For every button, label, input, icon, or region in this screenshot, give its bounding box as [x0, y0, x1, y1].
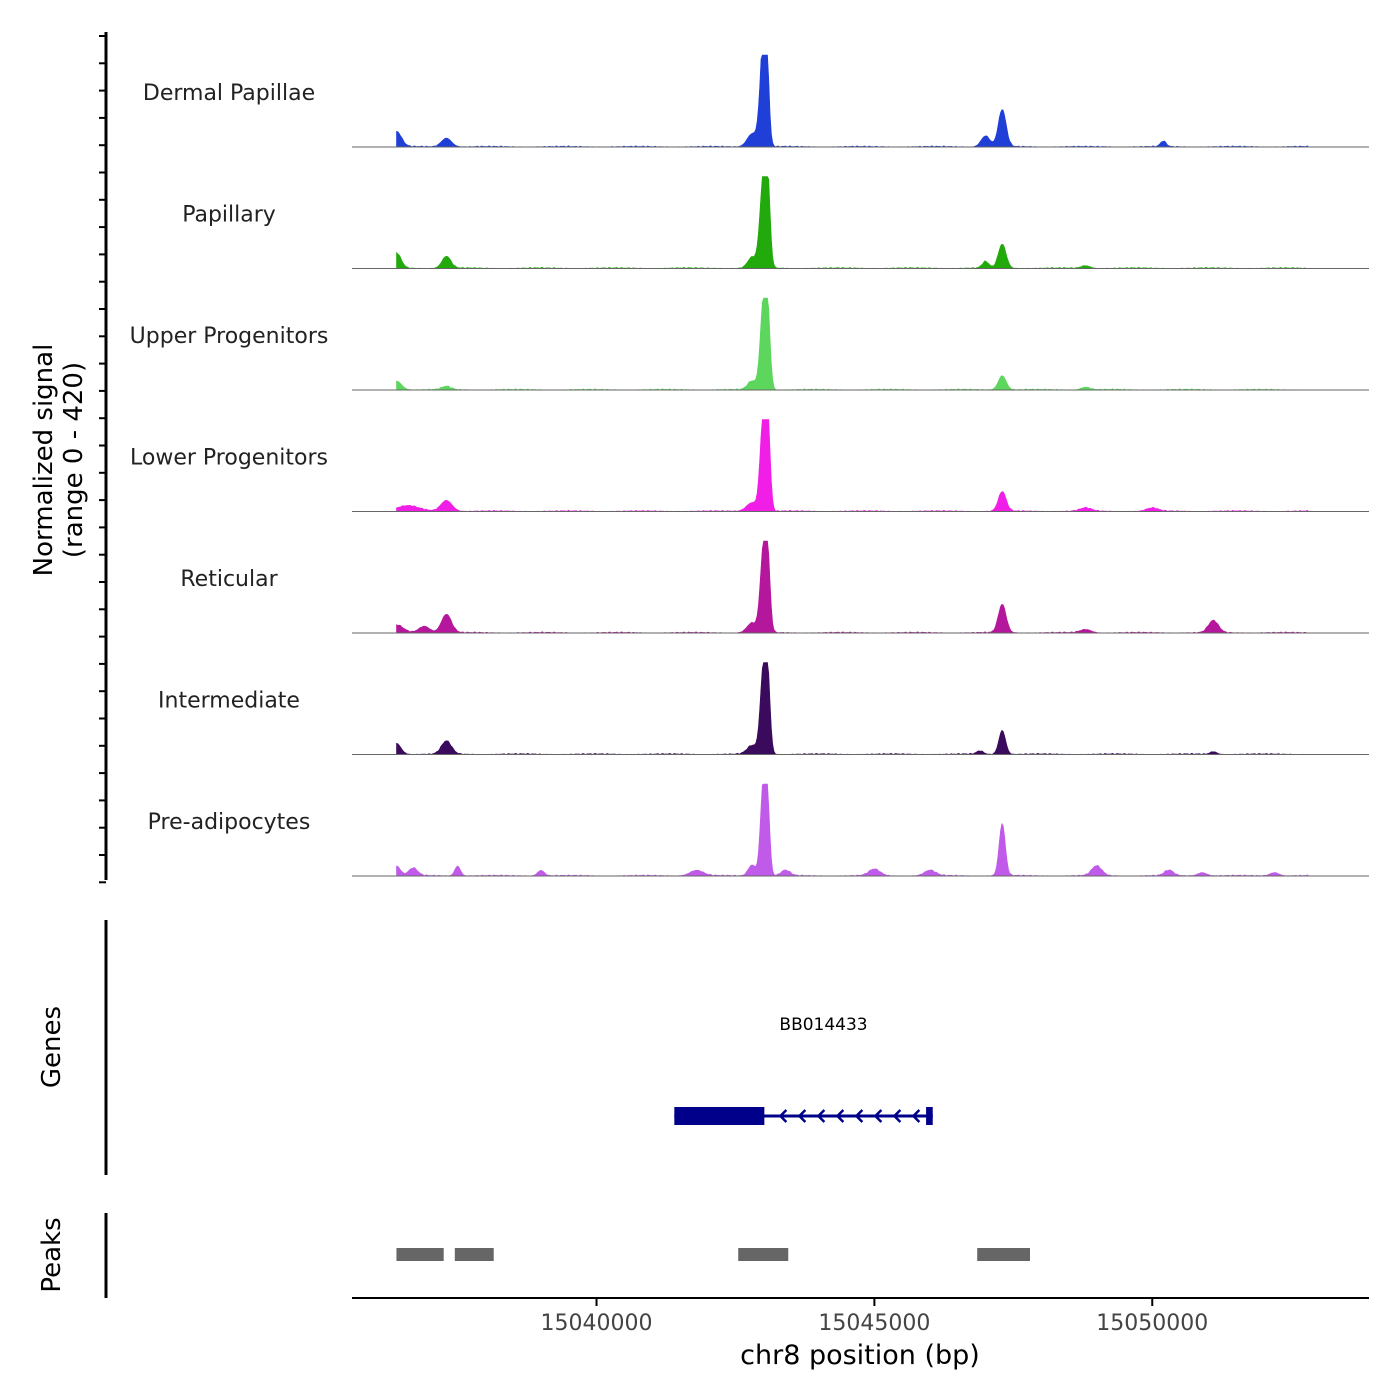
x-tick-label: 15040000 — [541, 1311, 653, 1336]
coverage-area — [396, 54, 1309, 148]
track-label: Reticular — [180, 567, 278, 592]
gene-label: BB014433 — [779, 1015, 867, 1035]
gene-exon — [926, 1107, 933, 1125]
coverage-area — [396, 176, 1309, 269]
peak-region — [977, 1248, 1030, 1261]
strand-arrow — [873, 1109, 883, 1123]
track-pre-adipocytes: Pre-adipocytes — [148, 783, 1369, 877]
strand-arrow — [911, 1109, 921, 1123]
strand-arrow — [892, 1109, 902, 1123]
track-reticular: Reticular — [180, 540, 1369, 634]
peak-region — [454, 1248, 494, 1261]
strand-arrow — [854, 1109, 864, 1123]
track-intermediate: Intermediate — [158, 662, 1369, 755]
track-label: Pre-adipocytes — [148, 810, 311, 835]
peaks-axis-label: Peaks — [37, 1217, 67, 1292]
track-lower-progenitors: Lower Progenitors — [130, 419, 1369, 512]
track-dermal-papillae: Dermal Papillae — [143, 54, 1369, 148]
track-upper-progenitors: Upper Progenitors — [130, 297, 1369, 391]
coverage-area — [396, 540, 1309, 634]
strand-arrow — [816, 1109, 826, 1123]
track-label: Upper Progenitors — [130, 324, 329, 349]
gene-exon — [674, 1107, 765, 1125]
y-axis-label-line2: (range 0 - 420) — [59, 362, 89, 558]
x-tick-label: 15045000 — [818, 1311, 930, 1336]
track-papillary: Papillary — [182, 176, 1369, 269]
strand-arrow — [835, 1109, 845, 1123]
x-axis: chr8 position (bp) 15040000 15045000 15050… — [352, 1297, 1369, 1371]
genes-axis-label: Genes — [37, 1006, 67, 1088]
coverage-area — [396, 297, 1309, 391]
track-label: Lower Progenitors — [130, 446, 328, 471]
x-axis-label: chr8 position (bp) — [740, 1340, 980, 1371]
track-label: Intermediate — [158, 689, 300, 714]
signal-y-ticks — [99, 35, 106, 884]
track-label: Papillary — [182, 203, 276, 228]
signal-tracks: Dermal Papillae Papillary Upper Progenitor… — [130, 54, 1369, 877]
track-label: Dermal Papillae — [143, 81, 315, 106]
peak-track — [396, 1248, 1030, 1261]
strand-arrow — [778, 1109, 788, 1123]
peak-region — [738, 1248, 789, 1261]
peak-region — [396, 1248, 444, 1261]
left-axes: Normalized signal (range 0 - 420) Genes … — [29, 32, 108, 1298]
x-tick-label: 15050000 — [1096, 1311, 1208, 1336]
coverage-area — [396, 662, 1309, 755]
coverage-area — [396, 783, 1309, 877]
coverage-area — [396, 419, 1309, 512]
strand-arrow — [797, 1109, 807, 1123]
y-axis-label-line1: Normalized signal — [29, 344, 59, 577]
gene-track: BB014433 — [674, 1015, 933, 1125]
